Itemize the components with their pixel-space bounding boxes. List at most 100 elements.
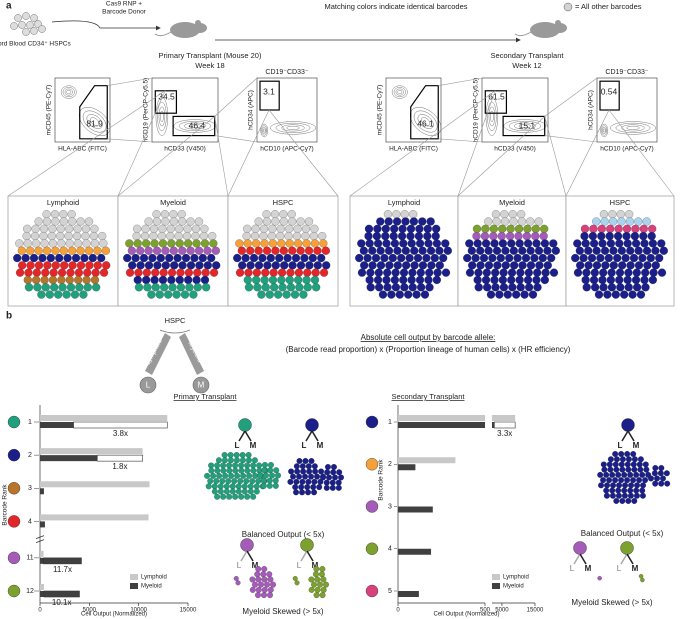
- cell: [235, 580, 241, 586]
- cell: [287, 210, 296, 219]
- cell: [268, 239, 278, 248]
- cell: [355, 253, 364, 263]
- cell: [267, 231, 276, 241]
- cell: [540, 224, 549, 233]
- cell: [97, 253, 106, 263]
- cell: [299, 489, 306, 496]
- contour: [155, 96, 169, 136]
- cell: [31, 239, 41, 248]
- cell: [221, 457, 228, 464]
- legend-label: Lymphoid: [141, 575, 167, 581]
- cell: [302, 473, 309, 480]
- cell: [201, 268, 210, 277]
- cell: [288, 468, 295, 475]
- y-tick-label: 2: [388, 461, 392, 468]
- barcode-marker: [7, 584, 21, 598]
- cell: [178, 217, 187, 226]
- cell: [480, 231, 490, 241]
- cell: [185, 283, 194, 292]
- cell: [603, 487, 610, 494]
- cell: [32, 275, 41, 285]
- cell: [313, 592, 320, 599]
- cell: [288, 261, 297, 270]
- barcode-marker: [7, 415, 21, 429]
- tree-edge: [626, 553, 634, 565]
- cell: [93, 261, 102, 270]
- cell: [630, 461, 637, 468]
- cell: [91, 283, 101, 292]
- cell: [324, 469, 331, 476]
- cell: [600, 217, 609, 226]
- x-tick-label: 0: [38, 608, 42, 614]
- cell: [624, 210, 634, 219]
- cell: [443, 246, 453, 255]
- cell: [293, 224, 302, 233]
- hspc-cell: [22, 28, 30, 36]
- cell: [655, 253, 664, 263]
- cell: [613, 497, 620, 505]
- connector: [268, 109, 339, 197]
- cell: [81, 231, 90, 241]
- cell: [318, 468, 325, 475]
- cell: [238, 261, 247, 270]
- cell: [241, 488, 248, 495]
- cell: [293, 463, 300, 470]
- cell: [330, 463, 337, 471]
- cell: [626, 261, 635, 270]
- tree-edge: [244, 430, 252, 442]
- cell: [271, 217, 280, 226]
- cell: [260, 239, 269, 248]
- cell: [609, 492, 616, 499]
- cell: [83, 283, 92, 292]
- cell: [503, 290, 512, 299]
- cell: [532, 275, 541, 285]
- gate-value: 46.4: [189, 120, 206, 130]
- cell: [406, 231, 415, 241]
- tree-leaf: [139, 376, 157, 394]
- cell: [184, 268, 194, 277]
- balanced-label: Balanced Output (< 5x): [581, 529, 664, 538]
- cell: [601, 261, 610, 270]
- cell: [265, 290, 274, 299]
- cell: [314, 576, 321, 583]
- cell: [381, 224, 390, 233]
- cell: [76, 246, 85, 255]
- cell: [178, 246, 187, 255]
- cell: [212, 261, 221, 270]
- cell: [266, 477, 273, 484]
- cell: [239, 457, 246, 464]
- y-tick-label: 2: [28, 452, 32, 459]
- cell: [142, 268, 152, 277]
- cell: [278, 283, 287, 292]
- cell: [439, 253, 448, 263]
- cell: [627, 471, 634, 478]
- cell: [57, 275, 66, 285]
- cell: [393, 246, 402, 255]
- cell: [391, 283, 401, 292]
- cell: [318, 571, 325, 578]
- cell: [249, 253, 259, 263]
- tree-leaf-label: M: [585, 564, 592, 573]
- cell: [209, 268, 219, 277]
- cell: [317, 253, 326, 263]
- cell: [622, 231, 631, 241]
- cell: [515, 275, 524, 285]
- cell: [619, 466, 626, 473]
- cell: [186, 217, 195, 226]
- contour: [488, 106, 496, 127]
- tree-node: [305, 418, 319, 432]
- cell: [373, 275, 383, 285]
- cell: [425, 268, 434, 277]
- cell: [199, 231, 208, 241]
- cell: [302, 239, 311, 248]
- cell: [373, 239, 383, 248]
- cell: [261, 283, 270, 292]
- cell: [268, 275, 278, 285]
- cell: [401, 246, 411, 255]
- cell: [254, 571, 261, 578]
- cell: [305, 261, 314, 270]
- cell: [261, 565, 268, 573]
- cell: [215, 457, 222, 464]
- cell: [172, 290, 181, 299]
- cell: [505, 253, 514, 263]
